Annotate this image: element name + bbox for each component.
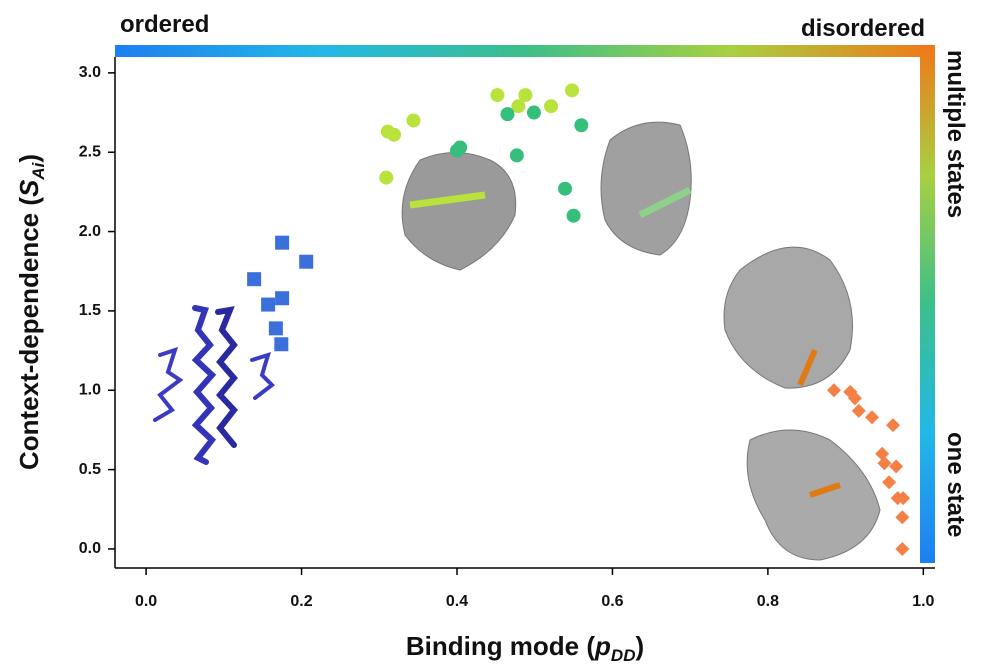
- data-point: [275, 235, 290, 250]
- data-point: [558, 181, 573, 196]
- y-tick-label: 0.5: [79, 461, 101, 478]
- data-point: [511, 99, 526, 114]
- x-tick-label: 1.0: [912, 593, 934, 610]
- protein-helices: [153, 305, 276, 465]
- data-point: [247, 272, 262, 287]
- y-tick-label: 1.0: [79, 381, 101, 398]
- y-axis-title: Context-dependence (SAi): [14, 154, 48, 470]
- data-point: [274, 337, 289, 352]
- x-axis-title: Binding mode (pDD): [406, 631, 644, 665]
- data-point: [518, 88, 533, 103]
- data-point: [544, 99, 559, 114]
- y-title-close: ): [14, 154, 44, 163]
- x-title-text: Binding mode (: [406, 631, 596, 661]
- data-point: [896, 491, 911, 506]
- data-point: [299, 254, 314, 269]
- data-point: [877, 456, 892, 471]
- label-multiple-states: multiple states: [942, 50, 969, 218]
- data-point: [895, 541, 910, 556]
- x-tick-label: 0.6: [601, 593, 623, 610]
- data-point: [566, 208, 581, 223]
- y-tick-label: 1.5: [79, 302, 101, 319]
- data-point: [526, 105, 541, 120]
- data-point: [889, 459, 904, 474]
- gradient-bar-right: [920, 45, 935, 563]
- x-title-symbol: p: [594, 631, 611, 661]
- data-point: [261, 297, 276, 312]
- protein-surfaces: [401, 121, 881, 561]
- data-point: [865, 410, 880, 425]
- data-point: [387, 127, 402, 142]
- data-point: [847, 391, 862, 406]
- data-point: [379, 170, 394, 185]
- x-tick-label: 0.4: [446, 593, 468, 610]
- data-point: [875, 446, 890, 461]
- data-point: [895, 510, 910, 525]
- data-point: [565, 83, 580, 98]
- label-disordered: disordered: [801, 15, 925, 42]
- data-point: [574, 118, 589, 133]
- x-title-subscript: DD: [611, 646, 636, 665]
- data-point: [851, 403, 866, 418]
- data-point: [826, 383, 841, 398]
- y-title-symbol: S: [14, 179, 44, 197]
- y-tick-label: 2.0: [79, 223, 101, 240]
- y-title-subscript: Ai: [29, 161, 48, 180]
- x-tick-label: 0.2: [290, 593, 312, 610]
- data-point: [406, 113, 421, 128]
- y-tick-label: 0.0: [79, 540, 101, 557]
- data-point: [886, 418, 901, 433]
- x-title-close: ): [635, 631, 644, 661]
- data-point: [268, 321, 283, 336]
- label-one-state: one state: [942, 432, 969, 537]
- data-point: [490, 88, 505, 103]
- y-tick-label: 2.5: [79, 143, 101, 160]
- data-point: [509, 148, 524, 163]
- data-point: [453, 140, 468, 155]
- y-title-text: Context-dependence (: [14, 197, 44, 470]
- data-point: [882, 475, 897, 490]
- data-point: [275, 291, 290, 306]
- x-tick-label: 0.8: [757, 593, 779, 610]
- data-point: [500, 107, 515, 122]
- x-tick-label: 0.0: [135, 593, 157, 610]
- label-ordered: ordered: [120, 11, 209, 38]
- y-tick-label: 3.0: [79, 64, 101, 81]
- gradient-bar-top: [115, 45, 935, 57]
